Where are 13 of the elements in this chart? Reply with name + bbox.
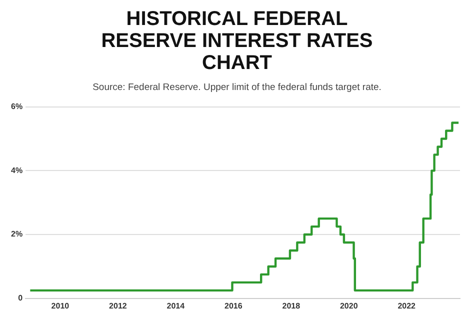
x-tick-label: 2022 — [398, 301, 416, 310]
chart-title: HISTORICAL FEDERAL RESERVE INTEREST RATES CHART — [100, 8, 374, 74]
y-tick-label: 2% — [11, 230, 23, 239]
y-tick-label: 4% — [11, 166, 23, 175]
x-tick-label: 2020 — [340, 301, 358, 310]
x-tick-label: 2012 — [109, 301, 128, 310]
chart-subtitle: Source: Federal Reserve. Upper limit of the federal funds target rate. — [92, 82, 382, 93]
y-tick-label: 0 — [18, 294, 24, 303]
x-tick-label: 2014 — [166, 301, 186, 310]
y-tick-label: 6% — [11, 102, 23, 112]
x-tick-label: 2010 — [51, 301, 70, 310]
x-tick-label: 2016 — [224, 301, 243, 310]
x-tick-label: 2018 — [282, 301, 301, 310]
